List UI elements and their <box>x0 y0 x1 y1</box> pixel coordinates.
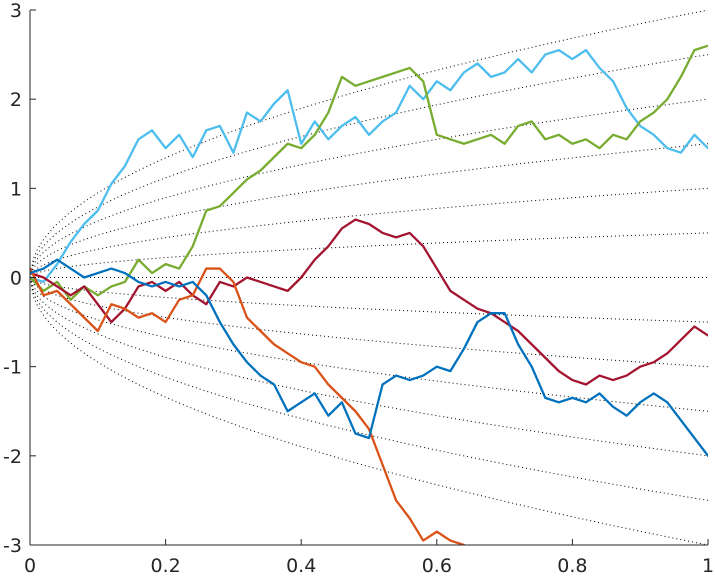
guide-curve-4 <box>30 277 708 368</box>
series-line-3 <box>30 267 466 545</box>
guide-curve-10 <box>30 98 708 278</box>
x-tick-label: 0.8 <box>557 555 587 576</box>
x-tick-label: 0.2 <box>150 555 180 576</box>
guide-curve-5 <box>30 277 708 323</box>
y-tick-label: -1 <box>3 357 22 379</box>
y-tick-label: -2 <box>3 446 22 468</box>
series-line-2 <box>30 218 708 386</box>
guide-curves <box>30 10 708 545</box>
y-axis-ticks: -3 -2 -1 0 1 2 3 <box>3 0 36 557</box>
guide-curve-12 <box>30 10 708 278</box>
y-tick-label: -3 <box>3 535 22 557</box>
series-line-0 <box>30 48 708 284</box>
x-axis-ticks: 0 0.2 0.4 0.6 0.8 1 <box>24 539 714 576</box>
guide-curve-8 <box>30 187 708 278</box>
series-line-4 <box>30 258 708 457</box>
y-tick-label: 3 <box>10 0 22 22</box>
guide-curve-0 <box>30 277 708 545</box>
x-tick-label: 0 <box>24 555 36 576</box>
guide-curve-9 <box>30 143 708 278</box>
y-tick-label: 2 <box>10 89 22 111</box>
guide-curve-2 <box>30 277 708 457</box>
y-tick-label: 1 <box>10 178 22 200</box>
series-layer <box>30 44 708 545</box>
guide-curve-7 <box>30 232 708 278</box>
x-tick-label: 0.6 <box>422 555 452 576</box>
x-tick-label: 1 <box>702 555 714 576</box>
y-tick-label: 0 <box>10 268 22 290</box>
series-line-1 <box>30 44 708 301</box>
x-tick-label: 0.4 <box>286 555 316 576</box>
